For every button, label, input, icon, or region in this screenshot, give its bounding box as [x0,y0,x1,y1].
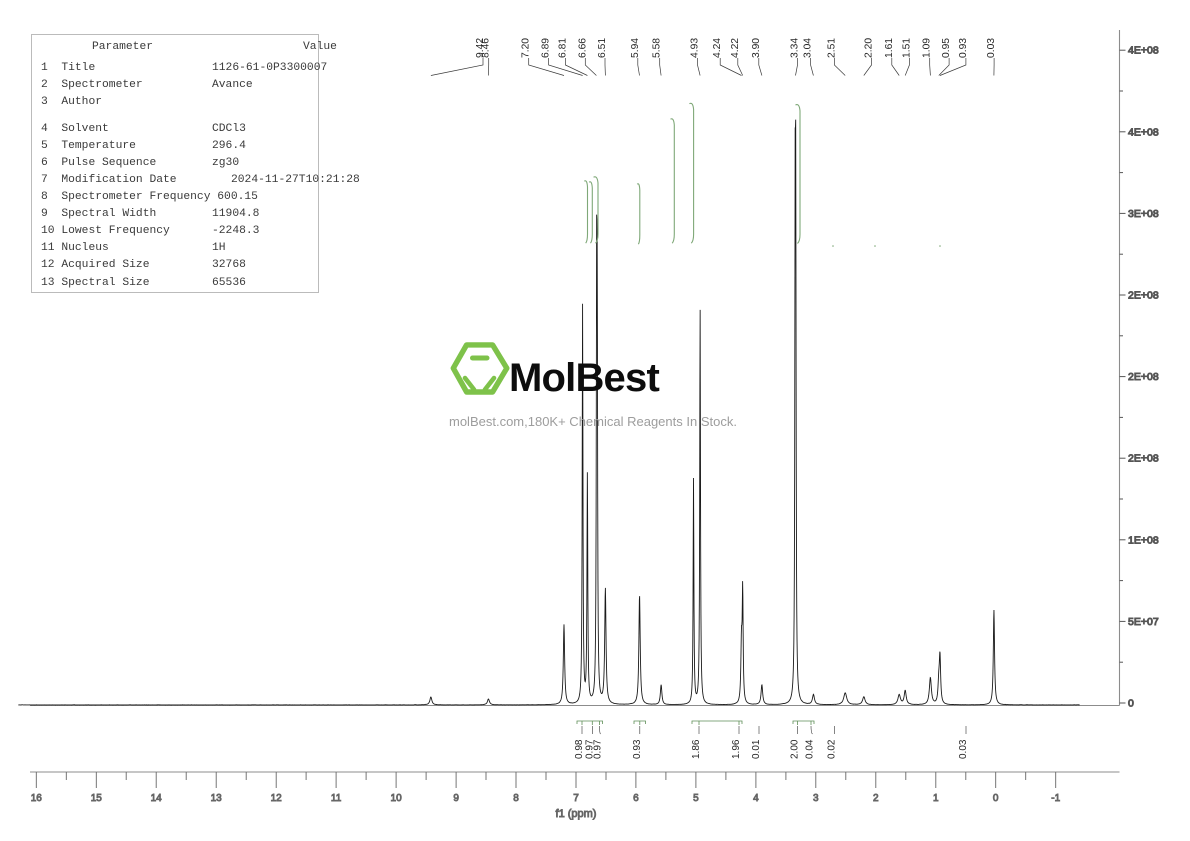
svg-text:2E+08: 2E+08 [1128,453,1159,465]
svg-text:1.09: 1.09 [922,38,933,58]
svg-text:5E+07: 5E+07 [1128,616,1159,628]
svg-text:0.95: 0.95 [941,38,952,58]
svg-text:1E+08: 1E+08 [1128,534,1159,546]
svg-text:1.51: 1.51 [901,38,912,58]
svg-text:5.94: 5.94 [630,38,641,58]
svg-text:-1: -1 [1051,793,1060,804]
svg-text:7.20: 7.20 [521,38,532,58]
svg-text:3: 3 [813,793,819,804]
svg-text:0.97: 0.97 [593,739,604,759]
svg-text:4E+08: 4E+08 [1128,45,1159,57]
svg-text:2.20: 2.20 [864,38,875,58]
svg-text:0: 0 [993,793,999,804]
svg-text:9: 9 [453,793,459,804]
svg-text:2.51: 2.51 [826,38,837,58]
svg-text:0.93: 0.93 [632,739,643,759]
svg-text:6.81: 6.81 [557,38,568,58]
svg-text:8.46: 8.46 [481,38,492,58]
svg-text:molBest.com,180K+ Chemical Rea: molBest.com,180K+ Chemical Reagents In S… [449,414,737,429]
svg-text:1.61: 1.61 [884,38,895,58]
svg-text:11: 11 [331,793,342,804]
svg-text:3E+08: 3E+08 [1128,208,1159,220]
svg-text:f1 (ppm): f1 (ppm) [556,808,597,820]
svg-text:4.22: 4.22 [730,38,741,58]
svg-text:1.96: 1.96 [731,739,742,759]
svg-text:0.04: 0.04 [805,739,816,759]
svg-text:7: 7 [573,793,579,804]
svg-text:5: 5 [693,793,699,804]
svg-text:0.02: 0.02 [827,739,838,759]
svg-text:3.34: 3.34 [790,38,801,58]
svg-text:2: 2 [873,793,879,804]
svg-text:2.00: 2.00 [790,739,801,759]
svg-text:2E+08: 2E+08 [1128,290,1159,302]
svg-text:8: 8 [513,793,519,804]
svg-text:6: 6 [633,793,639,804]
svg-text:6.66: 6.66 [577,38,588,58]
svg-text:MolBest: MolBest [509,356,659,400]
svg-text:16: 16 [31,793,43,804]
svg-text:13: 13 [211,793,223,804]
svg-text:0.01: 0.01 [751,739,762,759]
svg-text:0.03: 0.03 [986,38,997,58]
svg-text:0.03: 0.03 [958,739,969,759]
svg-text:4.24: 4.24 [712,38,723,58]
svg-text:2E+08: 2E+08 [1128,371,1159,383]
svg-text:1.86: 1.86 [691,739,702,759]
svg-text:4: 4 [753,793,759,804]
svg-text:6.89: 6.89 [541,38,552,58]
svg-text:10: 10 [391,793,403,804]
svg-text:3.90: 3.90 [751,38,762,58]
svg-text:5.58: 5.58 [652,38,663,58]
svg-text:0.93: 0.93 [958,38,969,58]
svg-text:3.04: 3.04 [803,38,814,58]
svg-text:14: 14 [151,793,163,804]
svg-text:4E+08: 4E+08 [1128,126,1159,138]
svg-text:1: 1 [933,793,939,804]
svg-text:15: 15 [91,793,103,804]
svg-text:12: 12 [271,793,283,804]
svg-text:4.93: 4.93 [690,38,701,58]
svg-text:0: 0 [1128,698,1134,710]
svg-text:6.51: 6.51 [597,38,608,58]
